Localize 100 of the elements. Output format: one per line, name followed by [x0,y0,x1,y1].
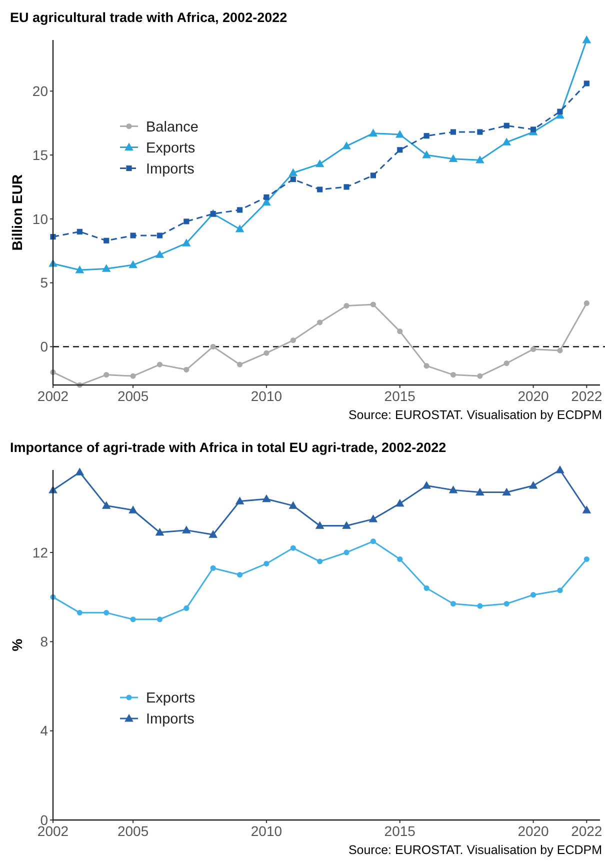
point [344,302,350,309]
x-tick-label: 2010 [250,388,282,404]
y-tick-label: 5 [40,274,48,291]
point [102,501,111,509]
point [422,481,431,489]
point [448,485,458,494]
point [184,366,190,372]
point [370,538,376,544]
point [477,603,483,609]
legend-label: Exports [146,140,196,156]
point [182,238,191,246]
x-tick-label: 2005 [117,823,149,839]
point [395,130,404,138]
point [262,494,271,502]
point [128,260,138,268]
point [130,373,136,379]
x-tick-label: 2020 [518,823,550,839]
point [156,232,163,238]
point [370,172,376,178]
point [556,465,564,474]
chart-title: Importance of agri-trade with Africa in total EU agri-trade, 2002-2022 [10,440,446,455]
point [235,496,244,504]
point [424,363,430,369]
y-axis-title: % [9,638,25,652]
point [76,610,82,616]
point [75,265,84,274]
point [208,530,218,538]
point [236,207,243,213]
point [368,128,378,136]
point [344,184,350,190]
point [236,362,243,368]
point [290,176,296,182]
point [476,156,484,164]
y-axis-title: Billion EUR [9,174,25,251]
y-tick-label: 8 [40,634,48,650]
y-tick-label: 10 [32,210,48,227]
point [450,129,456,135]
point [288,501,298,509]
x-tick-label: 2022 [571,388,602,404]
x-tick-label: 2015 [384,388,416,404]
legend-label: Imports [146,161,194,178]
point [104,610,110,616]
point [210,565,216,571]
point [557,348,563,354]
point [424,585,430,591]
point [502,138,512,146]
x-tick-label: 2005 [117,388,149,404]
point [317,186,323,192]
point [317,320,323,326]
point [557,588,563,594]
y-tick-label: 20 [32,83,48,100]
point [344,550,350,556]
point [584,80,590,86]
x-tick-label: 2002 [37,388,69,404]
point [368,514,378,522]
y-tick-label: 12 [32,544,48,560]
y-tick-label: 0 [40,338,48,355]
point [448,154,458,162]
point [76,228,82,234]
legend-label: Exports [146,690,196,707]
point [264,350,270,356]
point [502,488,512,496]
point [102,264,111,272]
point [557,108,563,114]
point [290,337,296,344]
point [477,373,483,379]
y-tick-label: 15 [32,146,48,163]
point [370,302,376,308]
point [104,372,110,378]
point [128,506,138,514]
point [184,605,190,612]
point [182,526,191,534]
point [584,300,590,306]
point [530,126,536,132]
point [450,372,456,378]
point [582,506,592,514]
point [528,481,538,489]
x-tick-label: 2020 [518,388,550,404]
legend-label: Balance [146,119,198,136]
legend-label: Imports [146,712,194,728]
point [424,133,430,139]
point [397,556,403,562]
point [155,250,164,258]
point [210,344,216,350]
point [504,360,510,366]
point [476,488,484,496]
point [530,346,536,352]
source-note: Source: EUROSTAT. Visualisation by ECDPM [348,843,602,857]
x-tick-label: 2022 [571,823,602,839]
x-tick-label: 2015 [384,823,416,839]
point [264,560,270,566]
point [397,147,403,153]
point [156,616,163,622]
point [397,328,403,334]
point [155,528,164,536]
point [75,468,84,476]
source-note: Source: EUROSTAT. Visualisation by ECDPM [348,408,602,422]
point [504,122,510,128]
point [477,129,483,135]
point [450,600,456,607]
